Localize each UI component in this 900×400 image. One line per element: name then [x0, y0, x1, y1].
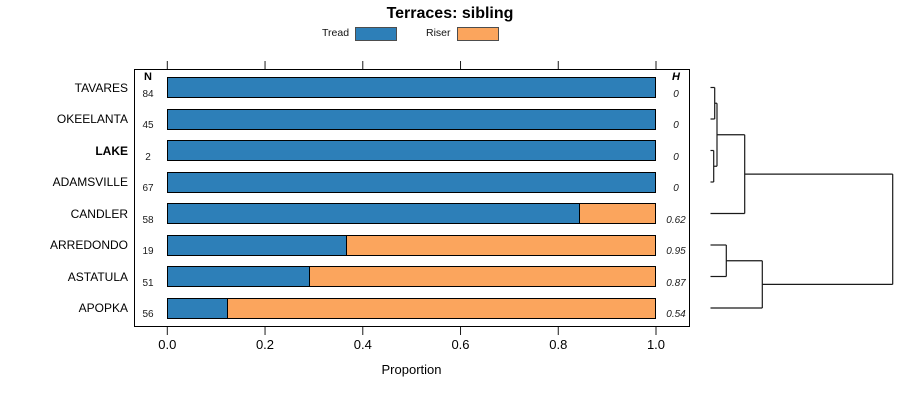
- legend-item-riser: Riser: [426, 26, 499, 41]
- bar-segment-riser: [226, 297, 656, 319]
- n-column-header: N: [144, 71, 152, 83]
- h-value: 0: [673, 151, 679, 163]
- row-label-okeelanta: OKEELANTA: [56, 112, 128, 126]
- x-tick-label-0.2: 0.2: [255, 337, 275, 352]
- x-tick-label-0.8: 0.8: [549, 337, 568, 352]
- bar-segment-tread: [167, 234, 348, 256]
- bar-segment-tread: [167, 171, 656, 193]
- bar-segment-riser: [308, 266, 656, 287]
- n-value: 84: [142, 88, 154, 100]
- row-label-astatula: ASTATULA: [67, 269, 128, 284]
- plot-area-border: [134, 69, 690, 327]
- legend-label-tread: Tread: [322, 27, 350, 39]
- bar-segment-tread: [167, 140, 656, 161]
- bar-row-astatula: [167, 266, 656, 287]
- row-label-tavares: TAVARES: [74, 80, 128, 95]
- legend-label-riser: Riser: [426, 27, 451, 39]
- n-value: 58: [142, 214, 154, 226]
- bar-segment-tread: [167, 266, 311, 287]
- n-value: 45: [142, 120, 154, 131]
- h-value: 0.95: [666, 246, 686, 257]
- n-value: 51: [142, 277, 154, 289]
- row-label-arredondo: ARREDONDO: [49, 238, 128, 252]
- legend-swatch-riser: [456, 26, 499, 41]
- chart-title: Terraces: sibling: [386, 5, 514, 22]
- row-label-candler: CANDLER: [70, 206, 128, 221]
- h-value: 0.62: [666, 214, 686, 226]
- x-axis-title: Proportion: [381, 362, 442, 377]
- h-value: 0.87: [666, 277, 686, 289]
- n-value: 19: [142, 246, 154, 257]
- n-value: 2: [145, 151, 151, 163]
- bar-segment-tread: [167, 77, 656, 98]
- bar-row-okeelanta: [167, 108, 656, 130]
- bar-row-apopka: [167, 297, 656, 319]
- legend-swatch-tread: [355, 26, 398, 41]
- bar-row-candler: [167, 203, 656, 224]
- n-value: 67: [142, 183, 154, 194]
- bar-segment-tread: [167, 108, 656, 130]
- bar-row-lake: [167, 140, 656, 161]
- bar-segment-tread: [167, 203, 581, 224]
- legend-item-tread: Tread: [322, 26, 398, 41]
- h-column-header: H: [672, 71, 680, 83]
- x-tick-label-0.4: 0.4: [353, 337, 372, 352]
- bar-segment-tread: [167, 297, 229, 319]
- bar-row-adamsville: [167, 171, 656, 193]
- h-value: 0: [673, 88, 679, 100]
- row-label-lake: LAKE: [95, 143, 128, 158]
- bar-segment-riser: [579, 203, 656, 224]
- row-label-apopka: APOPKA: [78, 301, 128, 315]
- x-tick-label-0.6: 0.6: [451, 337, 470, 352]
- x-tick-label-1.0: 1.0: [646, 337, 666, 352]
- bar-row-tavares: [167, 77, 656, 98]
- n-value: 56: [142, 309, 154, 320]
- x-tick-label-0.0: 0.0: [158, 337, 177, 352]
- bar-row-arredondo: [167, 234, 656, 256]
- row-label-adamsville: ADAMSVILLE: [52, 175, 128, 189]
- h-value: 0: [673, 183, 679, 194]
- bar-segment-riser: [345, 234, 656, 256]
- h-value: 0.54: [666, 309, 686, 320]
- h-value: 0: [673, 120, 679, 131]
